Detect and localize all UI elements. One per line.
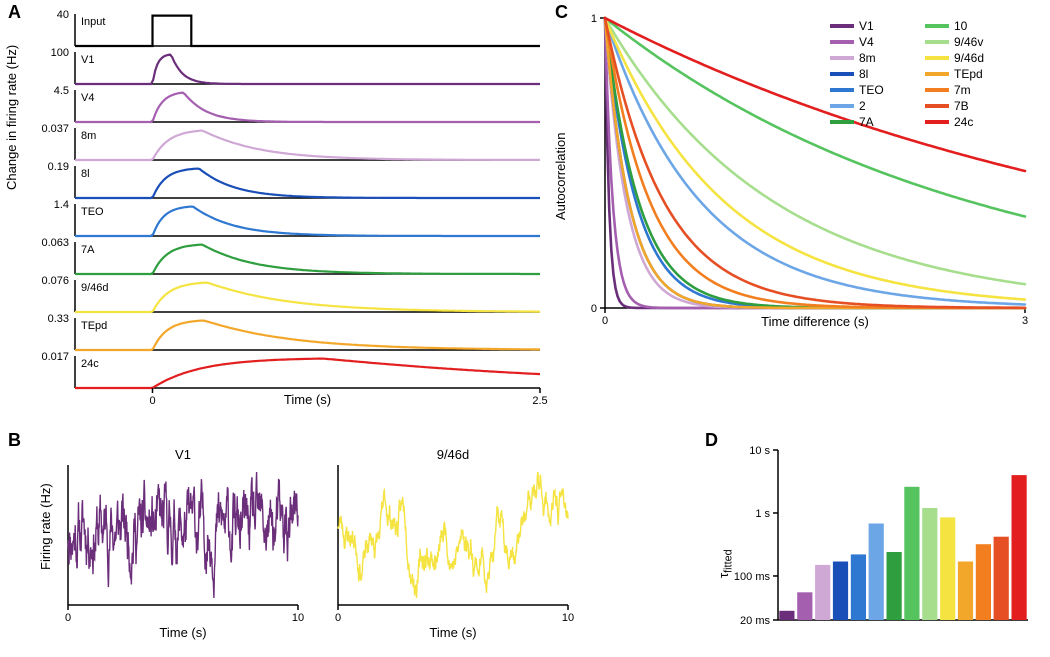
svg-text:9/46d: 9/46d (81, 282, 109, 294)
svg-text:TEO: TEO (859, 83, 884, 97)
svg-text:8l: 8l (81, 168, 90, 180)
svg-text:Time (s): Time (s) (159, 625, 206, 640)
svg-text:V4: V4 (81, 92, 94, 104)
svg-text:TEpd: TEpd (81, 320, 107, 332)
svg-text:10: 10 (562, 612, 574, 624)
svg-text:V4: V4 (859, 35, 874, 49)
svg-text:0: 0 (65, 612, 71, 624)
svg-text:0.017: 0.017 (41, 351, 69, 363)
panel-d-label: D (705, 430, 718, 451)
svg-text:0: 0 (591, 303, 597, 315)
svg-text:7A: 7A (81, 244, 95, 256)
svg-text:1 s: 1 s (755, 508, 770, 520)
svg-text:0: 0 (335, 612, 341, 624)
svg-text:7B: 7B (954, 99, 969, 113)
svg-text:Time (s): Time (s) (284, 392, 331, 407)
svg-text:10: 10 (292, 612, 304, 624)
svg-text:V1: V1 (175, 447, 191, 462)
svg-text:0: 0 (602, 315, 608, 327)
svg-text:9/46v: 9/46v (954, 35, 983, 49)
svg-text:10: 10 (954, 19, 968, 33)
svg-text:0.037: 0.037 (41, 123, 69, 135)
svg-text:3: 3 (1022, 315, 1028, 327)
svg-text:0: 0 (149, 395, 155, 407)
svg-text:7A: 7A (859, 115, 874, 129)
svg-text:9/46d: 9/46d (437, 447, 470, 462)
svg-text:Time (s): Time (s) (429, 625, 476, 640)
svg-text:4.5: 4.5 (54, 85, 69, 97)
svg-text:100: 100 (51, 47, 69, 59)
figure-root: A B C D Change in firing rate (Hz) Firin… (0, 0, 1050, 657)
svg-text:Time difference (s): Time difference (s) (761, 314, 869, 329)
panel-a-ylabel: Change in firing rate (Hz) (4, 45, 19, 190)
svg-text:9/46d: 9/46d (954, 51, 984, 65)
panel-b-svg: V1010Time (s)9/46d010Time (s) (20, 440, 560, 650)
svg-text:8l: 8l (859, 67, 868, 81)
svg-text:Input: Input (81, 16, 105, 28)
svg-text:0.063: 0.063 (41, 237, 69, 249)
svg-text:0.19: 0.19 (48, 161, 69, 173)
svg-text:40: 40 (57, 9, 69, 21)
svg-text:TEpd: TEpd (954, 67, 983, 81)
svg-text:2: 2 (859, 99, 866, 113)
svg-text:10 s: 10 s (749, 445, 770, 457)
svg-text:V1: V1 (859, 19, 874, 33)
svg-text:1.4: 1.4 (54, 199, 69, 211)
svg-text:20 ms: 20 ms (740, 615, 770, 627)
svg-text:8m: 8m (81, 130, 96, 142)
svg-text:V1: V1 (81, 54, 94, 66)
svg-text:2.5: 2.5 (532, 395, 547, 407)
svg-text:24c: 24c (81, 358, 99, 370)
panel-a-svg: 40 Input 100 V1 4.5 V4 0.037 8m 0.19 8l 1.4 TEO 0.06… (20, 8, 550, 428)
svg-text:TEO: TEO (81, 206, 104, 218)
svg-text:24c: 24c (954, 115, 973, 129)
svg-text:0.33: 0.33 (48, 313, 69, 325)
svg-text:7m: 7m (954, 83, 971, 97)
svg-text:100 ms: 100 ms (734, 571, 771, 583)
panel-c-svg: 0 3 0 1 Time difference (s) V1 V4 8m 8l TEO 2 7A 10 9… (565, 8, 1040, 358)
svg-text:0.076: 0.076 (41, 275, 69, 287)
svg-text:8m: 8m (859, 51, 876, 65)
panel-d-svg: 20 ms 100 ms 1 s 10 s (718, 440, 1038, 650)
svg-text:1: 1 (591, 13, 597, 25)
